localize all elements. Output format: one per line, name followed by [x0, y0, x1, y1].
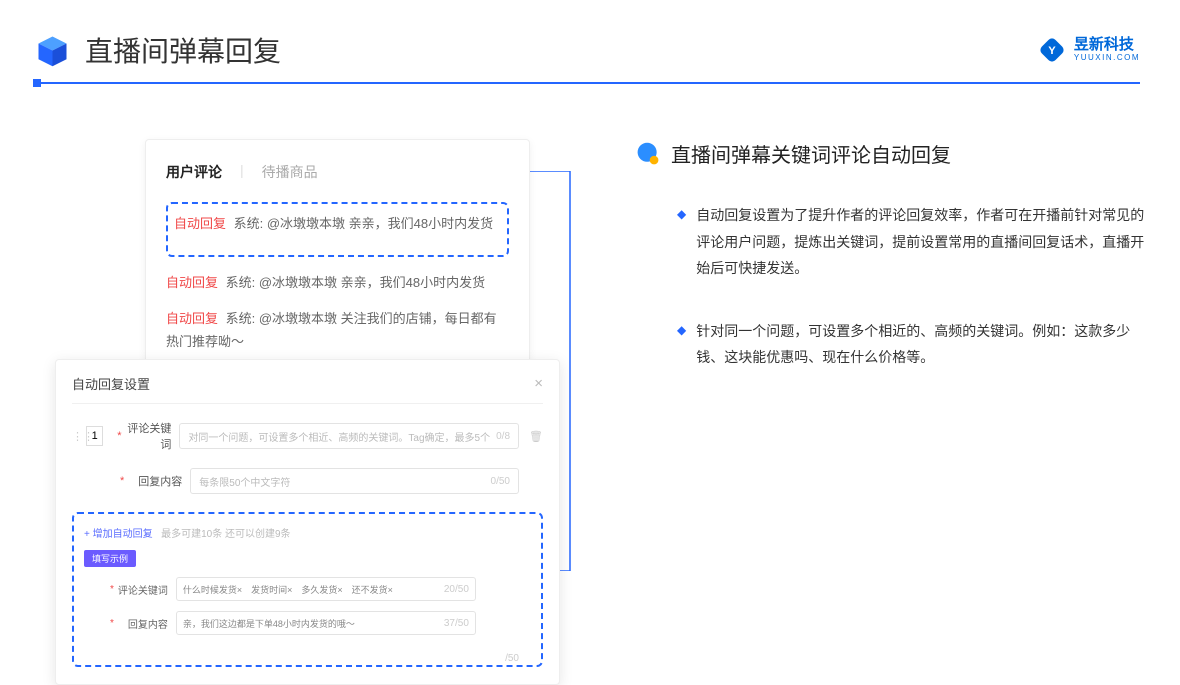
- example-content-input[interactable]: 亲，我们这边都是下单48小时内发货的哦～ 37/50: [176, 611, 476, 635]
- bullet-item: ◆ 针对同一个问题，可设置多个相近的、高频的关键词。例如：这款多少钱、这块能优惠…: [635, 318, 1150, 371]
- example-kw-counter: 20/50: [444, 584, 469, 595]
- settings-title: 自动回复设置: [72, 374, 150, 393]
- example-ct-counter: 37/50: [444, 618, 469, 629]
- right-heading: 直播间弹幕关键词评论自动回复: [671, 139, 951, 168]
- example-highlight-box: + 增加自动回复 最多可建10条 还可以创建9条 填写示例 * 评论关键词 什么…: [72, 512, 543, 667]
- add-limit-note: 最多可建10条 还可以创建9条: [161, 529, 290, 540]
- extra-counter: /50: [72, 653, 543, 664]
- chat-bubble-icon: [635, 141, 661, 167]
- brand-diamond-icon: Y: [1036, 34, 1068, 66]
- header: 直播间弹幕回复 Y 昱新科技 YUUXIN.COM: [0, 0, 1180, 82]
- example-keyword-input[interactable]: 什么时候发货× 发货时间× 多久发货× 还不发货× 20/50: [176, 577, 476, 601]
- keyword-field-row: ⋮⋮ 1 * 评论关键词 对同一个问题，可设置多个相近、高频的关键词。Tag确定…: [72, 420, 543, 452]
- required-star: *: [120, 475, 124, 487]
- add-auto-reply-link[interactable]: + 增加自动回复: [84, 529, 153, 540]
- keyword-input[interactable]: 对同一个问题，可设置多个相近、高频的关键词。Tag确定，最多5个 0/8: [179, 423, 519, 449]
- cube-icon: [35, 33, 70, 68]
- auto-reply-tag: 自动回复: [174, 216, 226, 231]
- close-icon[interactable]: ×: [534, 375, 543, 392]
- brand-name-en: YUUXIN.COM: [1074, 54, 1140, 63]
- content-counter: 0/50: [491, 476, 510, 487]
- comment-card: 用户评论 | 待播商品 自动回复 系统: @冰墩墩本墩 亲亲，我们48小时内发货…: [145, 139, 530, 395]
- required-star: *: [117, 430, 121, 442]
- reply-row: 自动回复 系统: @冰墩墩本墩 亲亲，我们48小时内发货: [166, 271, 509, 294]
- required-star: *: [110, 618, 114, 629]
- keyword-label: 评论关键词: [126, 420, 172, 452]
- right-heading-row: 直播间弹幕关键词评论自动回复: [635, 139, 1150, 168]
- reply-text: 系统: @冰墩墩本墩 亲亲，我们48小时内发货: [234, 216, 494, 231]
- keyword-counter: 0/8: [496, 431, 510, 442]
- highlighted-reply: 自动回复 系统: @冰墩墩本墩 亲亲，我们48小时内发货: [166, 202, 509, 257]
- title-group: 直播间弹幕回复: [35, 30, 281, 70]
- content-input[interactable]: 每条限50个中文字符 0/50: [190, 468, 519, 494]
- example-content-row: * 回复内容 亲，我们这边都是下单48小时内发货的哦～ 37/50: [84, 611, 531, 635]
- svg-text:Y: Y: [1048, 45, 1056, 57]
- diamond-bullet-icon: ◆: [677, 318, 686, 371]
- bullet-text: 自动回复设置为了提升作者的评论回复效率，作者可在开播前针对常见的评论用户问题，提…: [696, 202, 1150, 282]
- tab-pending-products[interactable]: 待播商品: [262, 162, 318, 182]
- bullet-text: 针对同一个问题，可设置多个相近的、高频的关键词。例如：这款多少钱、这块能优惠吗、…: [696, 318, 1150, 371]
- drag-handle-icon[interactable]: ⋮⋮: [72, 430, 80, 443]
- example-badge: 填写示例: [84, 550, 136, 567]
- header-divider: [35, 82, 1140, 84]
- settings-modal: 自动回复设置 × ⋮⋮ 1 * 评论关键词 对同一个问题，可设置多个相近、高频的…: [55, 359, 560, 685]
- auto-reply-tag: 自动回复: [166, 275, 218, 290]
- example-keyword-label: 评论关键词: [118, 582, 168, 597]
- index-box: 1: [86, 426, 103, 446]
- bullet-item: ◆ 自动回复设置为了提升作者的评论回复效率，作者可在开播前针对常见的评论用户问题…: [635, 202, 1150, 282]
- comment-tabs: 用户评论 | 待播商品: [166, 162, 509, 182]
- diamond-bullet-icon: ◆: [677, 202, 686, 282]
- tab-separator: |: [240, 162, 244, 182]
- auto-reply-tag: 自动回复: [166, 311, 218, 326]
- required-star: *: [110, 584, 114, 595]
- trash-icon[interactable]: 🗑: [529, 430, 543, 443]
- reply-row: 自动回复 系统: @冰墩墩本墩 关注我们的店铺，每日都有热门推荐呦～: [166, 307, 509, 354]
- brand-logo: Y 昱新科技 YUUXIN.COM: [1036, 34, 1140, 66]
- tab-user-comments[interactable]: 用户评论: [166, 162, 222, 182]
- example-content-label: 回复内容: [118, 616, 168, 631]
- description-column: 直播间弹幕关键词评论自动回复 ◆ 自动回复设置为了提升作者的评论回复效率，作者可…: [575, 139, 1150, 407]
- content-field-row: * 回复内容 每条限50个中文字符 0/50 🗑: [72, 468, 543, 494]
- example-keyword-row: * 评论关键词 什么时候发货× 发货时间× 多久发货× 还不发货× 20/50: [84, 577, 531, 601]
- brand-name-cn: 昱新科技: [1074, 37, 1140, 54]
- reply-text: 系统: @冰墩墩本墩 亲亲，我们48小时内发货: [226, 275, 486, 290]
- screenshot-column: 用户评论 | 待播商品 自动回复 系统: @冰墩墩本墩 亲亲，我们48小时内发货…: [55, 139, 575, 407]
- page-title: 直播间弹幕回复: [85, 30, 281, 70]
- content-label: 回复内容: [128, 473, 182, 489]
